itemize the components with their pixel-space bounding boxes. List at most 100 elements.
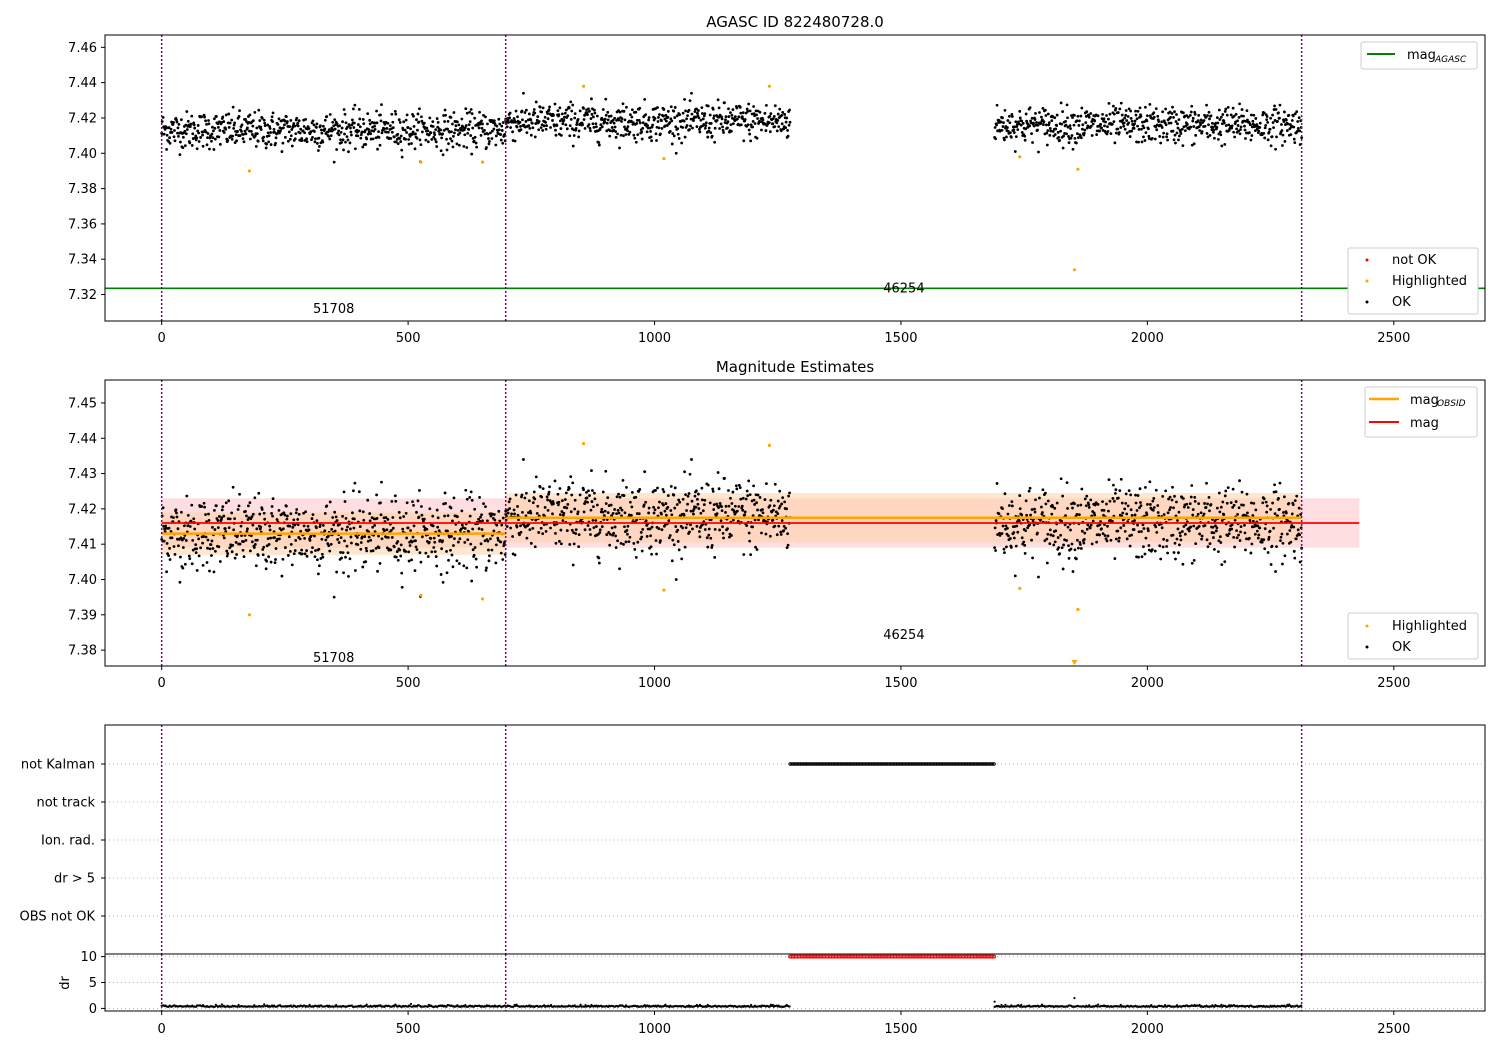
- ok-point: [784, 526, 788, 530]
- ok-point: [1136, 494, 1140, 497]
- ok-point: [299, 529, 303, 533]
- ok-point: [501, 141, 505, 145]
- ok-point: [646, 124, 650, 127]
- ok-point: [572, 542, 576, 546]
- ok-point: [517, 518, 520, 522]
- ok-point: [1256, 536, 1260, 540]
- ok-point: [514, 493, 518, 497]
- ok-point: [201, 133, 204, 137]
- ok-point: [1227, 123, 1231, 127]
- ok-point: [309, 534, 313, 538]
- ok-point: [764, 532, 768, 536]
- ok-point: [563, 111, 567, 115]
- ok-point: [200, 505, 204, 508]
- ok-point: [1294, 537, 1298, 541]
- ok-point: [1038, 496, 1041, 500]
- ok-point: [696, 114, 700, 118]
- ok-point: [321, 124, 325, 128]
- ok-point: [477, 517, 480, 521]
- ok-point: [626, 532, 629, 536]
- dr-point: [263, 1003, 266, 1006]
- ok-point: [222, 131, 226, 134]
- ok-point: [176, 131, 179, 135]
- ok-point: [1199, 118, 1203, 122]
- ok-point: [1016, 530, 1020, 534]
- ok-point: [377, 135, 381, 139]
- ok-point: [232, 528, 236, 532]
- ok-point: [1274, 490, 1278, 494]
- ok-point: [678, 500, 682, 504]
- ok-point: [404, 137, 408, 141]
- ok-point: [238, 109, 241, 113]
- ok-point: [615, 512, 618, 516]
- dr-point: [771, 1003, 774, 1007]
- ok-point: [1111, 497, 1115, 500]
- ok-point: [667, 536, 671, 540]
- ok-point: [1285, 129, 1289, 132]
- ok-point: [505, 125, 509, 129]
- ok-point: [1172, 551, 1176, 554]
- ok-point: [1138, 506, 1141, 510]
- ok-point: [165, 148, 169, 151]
- ok-point: [1248, 536, 1251, 540]
- highlighted-point: [581, 441, 586, 446]
- ok-point: [205, 143, 209, 147]
- ok-point: [169, 127, 173, 131]
- ok-point: [695, 107, 698, 111]
- ok-point: [244, 538, 248, 542]
- ok-point: [259, 525, 263, 529]
- ok-point: [191, 538, 195, 542]
- ok-point: [419, 143, 423, 147]
- ok-point: [506, 511, 510, 515]
- ok-point: [564, 123, 568, 127]
- ok-point: [205, 122, 208, 126]
- ok-point: [1166, 138, 1169, 142]
- ok-point: [438, 538, 442, 542]
- ok-point: [1173, 110, 1176, 114]
- ok-point: [235, 139, 238, 143]
- ok-point: [172, 120, 175, 124]
- ok-point: [472, 139, 476, 143]
- ok-point: [385, 130, 388, 134]
- ok-point: [663, 117, 667, 121]
- ok-point: [1048, 528, 1052, 532]
- ok-point: [680, 141, 684, 145]
- ok-point: [169, 530, 173, 533]
- ok-point: [420, 513, 424, 517]
- ok-point: [1212, 536, 1215, 539]
- ok-point: [633, 548, 637, 551]
- ok-point: [1171, 485, 1174, 489]
- ok-point: [553, 523, 556, 527]
- ok-point: [1036, 531, 1039, 535]
- ok-point: [466, 132, 470, 135]
- dr-point: [1150, 1003, 1153, 1007]
- ok-point: [739, 111, 743, 115]
- ok-point: [165, 570, 169, 574]
- ok-point: [724, 115, 728, 119]
- ok-point: [527, 124, 531, 128]
- ok-point: [771, 117, 775, 121]
- ok-point: [515, 125, 519, 129]
- ok-point: [405, 131, 409, 134]
- ok-point: [405, 113, 409, 117]
- ok-point: [317, 149, 320, 152]
- ok-point: [785, 116, 789, 120]
- ok-point: [1137, 140, 1140, 144]
- ok-point: [696, 502, 700, 506]
- ok-point: [1162, 513, 1166, 516]
- ok-point: [458, 131, 462, 135]
- ok-point: [207, 119, 210, 122]
- ok-point: [1077, 513, 1081, 517]
- ok-point: [1248, 131, 1251, 135]
- ok-point: [217, 120, 221, 124]
- ok-point: [643, 97, 647, 101]
- ok-point: [761, 508, 764, 511]
- ok-point: [396, 540, 400, 543]
- ok-point: [206, 136, 209, 140]
- ok-point: [536, 115, 540, 119]
- ok-point: [769, 498, 773, 502]
- ok-point: [1165, 545, 1169, 548]
- ok-point: [747, 479, 751, 483]
- ok-point: [1144, 486, 1147, 489]
- ok-point: [1181, 144, 1185, 148]
